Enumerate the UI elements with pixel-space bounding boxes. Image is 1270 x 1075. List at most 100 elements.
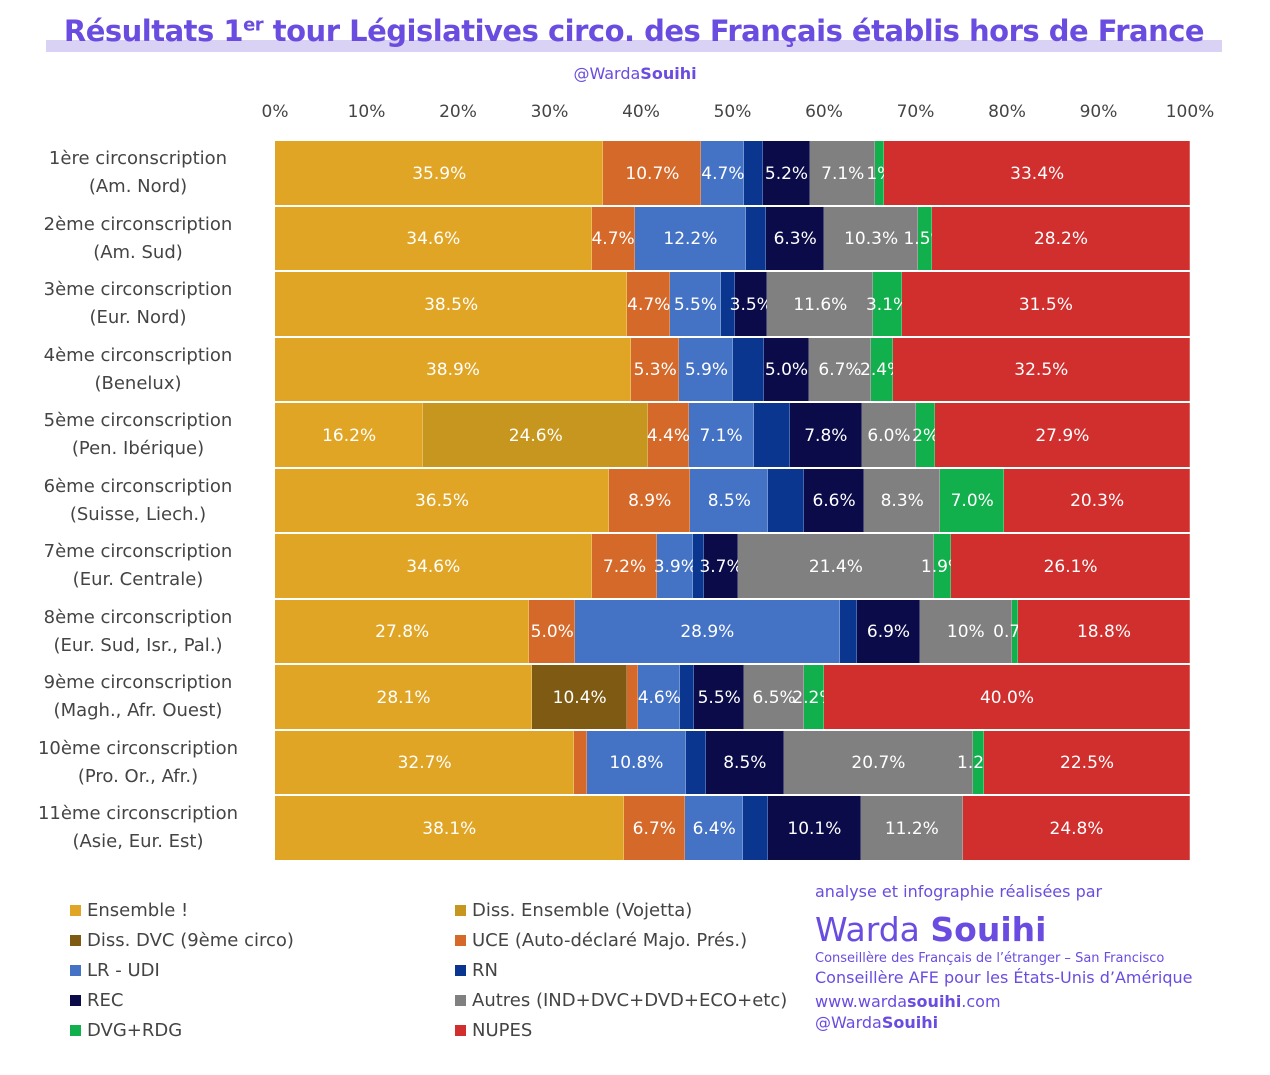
bar-segment-ensemble- <box>275 141 604 205</box>
data-label: 34.6% <box>406 556 461 577</box>
web-part: .com <box>961 992 1001 1011</box>
bar-segment-nupes <box>984 730 1190 794</box>
bar-segment-dvg-rdg <box>918 206 932 270</box>
legend-item: UCE (Auto-déclaré Majo. Prés.) <box>455 930 747 951</box>
bar-segment-ensemble- <box>275 796 624 860</box>
x-tick-label: 70% <box>896 102 935 122</box>
bar-segment-rn <box>743 796 769 860</box>
bar-segment-uce-auto-d-clar-majo-pr-s- <box>574 730 587 794</box>
title-underline <box>46 40 1222 52</box>
bar-segment-rn <box>720 272 736 336</box>
legend-swatch <box>70 1025 81 1036</box>
data-label: 31.5% <box>1018 294 1073 315</box>
row-label: 1ère circonscription (Am. Nord) <box>20 145 256 201</box>
data-label: 4.7% <box>591 229 635 250</box>
bar-segment-dvg-rdg <box>870 337 893 401</box>
bar-segment-lr-udi <box>638 665 681 729</box>
bar-segment-lr-udi <box>670 272 721 336</box>
bar-segment-ensemble- <box>275 665 533 729</box>
legend-label: UCE (Auto-déclaré Majo. Prés.) <box>472 930 748 951</box>
bar-segment-rn <box>693 534 705 598</box>
bar-segment-diss-dvc-9-me-circo- <box>532 665 628 729</box>
credit-website[interactable]: www.wardasouihi.com <box>815 992 1001 1011</box>
data-label: 2% <box>912 425 940 446</box>
x-tick-label: 10% <box>347 102 386 122</box>
row-label-line2: (Asie, Eur. Est) <box>72 831 204 852</box>
handle-part: @Warda <box>573 64 641 83</box>
x-tick-label: 100% <box>1165 102 1215 122</box>
data-label: 38.1% <box>422 818 477 839</box>
data-label: 20.7% <box>851 753 906 774</box>
data-label: 10.3% <box>844 229 899 250</box>
x-tick-label: 30% <box>530 102 569 122</box>
data-label: 7.1% <box>821 163 865 184</box>
legend-item: RN <box>455 960 498 981</box>
legend-label: REC <box>87 990 124 1011</box>
bar-segment-uce-auto-d-clar-majo-pr-s- <box>608 468 691 532</box>
data-label: 6.5% <box>752 687 796 708</box>
bar-segment-uce-auto-d-clar-majo-pr-s- <box>603 141 702 205</box>
data-label: 36.5% <box>414 491 469 512</box>
data-label: 38.5% <box>424 294 479 315</box>
bar-segment-dvg-rdg <box>873 272 902 336</box>
row-label-line2: (Suisse, Liech.) <box>69 503 207 525</box>
row-label: 7ème circonscription (Eur. Centrale) <box>20 538 256 594</box>
legend-item: Diss. Ensemble (Vojetta) <box>455 900 692 921</box>
row-label-line2: (Am. Nord) <box>88 176 188 197</box>
bar-segment-autres-ind-dvc-dvd-eco-etc- <box>861 403 917 467</box>
bar-segment-rec <box>763 337 810 401</box>
bar-segment-rn <box>680 665 695 729</box>
bar-segment-rec <box>694 665 745 729</box>
credit-first-name: Warda <box>815 910 920 949</box>
bar-segment-lr-udi <box>575 599 840 663</box>
legend-label: Ensemble ! <box>87 900 189 921</box>
legend-label: RN <box>472 960 498 981</box>
data-label: 28.1% <box>376 687 431 708</box>
x-tick-label: 0% <box>261 102 289 122</box>
bar-segment-dvg-rdg <box>803 665 824 729</box>
bar-segment-diss-ensemble-vojetta- <box>423 403 649 467</box>
bar-segment-dvg-rdg <box>875 141 885 205</box>
data-label: 10% <box>946 622 985 643</box>
bar-segment-lr-udi <box>688 403 754 467</box>
bar-segment-ensemble- <box>275 272 628 336</box>
row-label: 2ème circonscription (Am. Sud) <box>20 211 256 267</box>
bar-segment-autres-ind-dvc-dvd-eco-etc- <box>744 665 804 729</box>
credit-line2: Conseillère AFE pour les États-Unis d’Am… <box>815 968 1193 987</box>
legend-item: Autres (IND+DVC+DVD+ECO+etc) <box>455 990 787 1011</box>
data-label: 24.6% <box>508 425 563 446</box>
credit-name: Warda Souihi <box>815 910 1046 949</box>
bar-segment-rec <box>705 730 784 794</box>
bar-segment-autres-ind-dvc-dvd-eco-etc- <box>810 141 876 205</box>
data-label: 21.4% <box>808 556 863 577</box>
bar-segment-autres-ind-dvc-dvd-eco-etc- <box>824 206 919 270</box>
data-label: 3.9% <box>653 556 697 577</box>
legend-label: NUPES <box>472 1020 533 1041</box>
row-label-line1: 7ème circonscription <box>43 541 233 562</box>
row-label-line1: 1ère circonscription <box>48 148 228 169</box>
legend-label: Diss. Ensemble (Vojetta) <box>472 900 693 921</box>
data-label: 7.2% <box>602 556 647 577</box>
data-label: 10.4% <box>552 687 607 708</box>
bar-segment-rn <box>746 206 767 270</box>
bar-segment-rec <box>766 206 824 270</box>
data-label: 5.0% <box>764 360 809 381</box>
bar-segment-ensemble- <box>275 206 592 270</box>
bar-segment-dvg-rdg <box>1011 599 1018 663</box>
row-label-line1: 3ème circonscription <box>43 279 233 300</box>
bar-segment-nupes <box>951 534 1190 598</box>
title-part: tour Législatives circo. des Français ét… <box>263 14 1205 48</box>
data-label: 5.5% <box>673 294 718 315</box>
legend-item: Diss. DVC (9ème circo) <box>70 930 294 951</box>
data-label: 38.9% <box>425 360 480 381</box>
bar-segment-autres-ind-dvc-dvd-eco-etc- <box>737 534 934 598</box>
bar-segment-nupes <box>892 337 1190 401</box>
data-label: 3.7% <box>699 556 743 577</box>
bar-segment-nupes <box>963 796 1190 860</box>
data-label: 7.1% <box>699 425 743 446</box>
bar-segment-lr-udi <box>690 468 769 532</box>
row-label-line2: (Magh., Afr. Ouest) <box>53 700 223 721</box>
data-label: 5.2% <box>764 163 809 184</box>
row-label: 10ème circonscription (Pro. Or., Afr.) <box>20 735 256 791</box>
